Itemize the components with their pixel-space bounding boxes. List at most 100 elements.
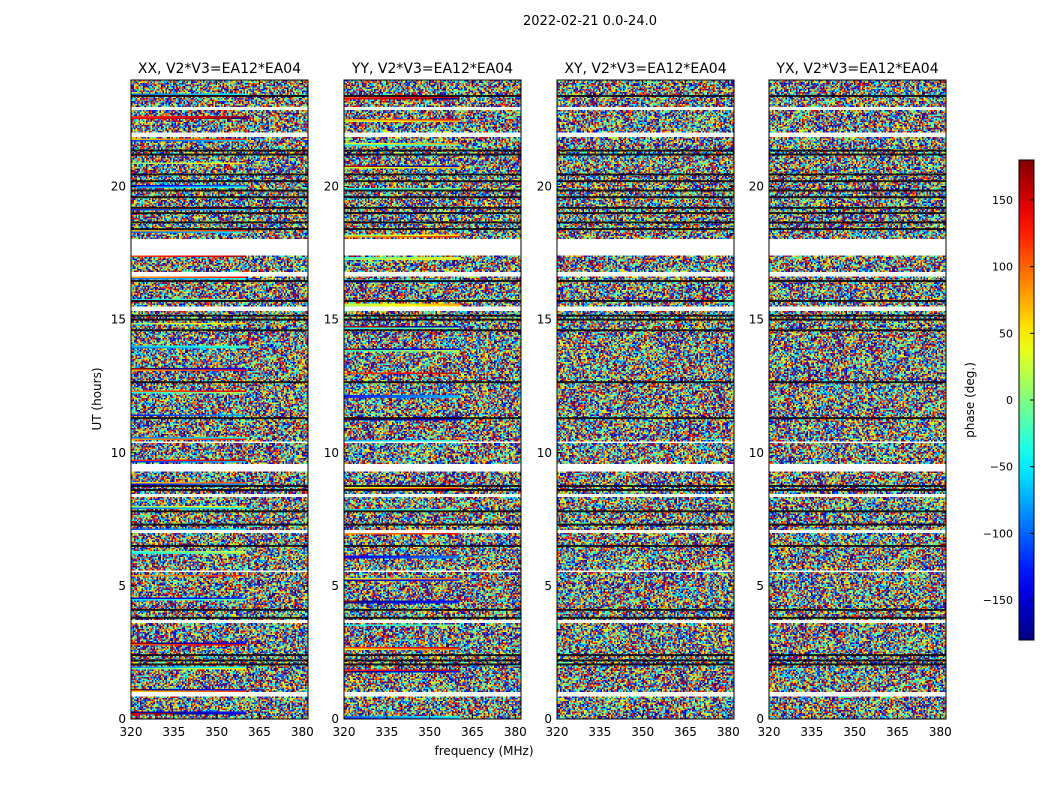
- dark-band: [557, 654, 734, 657]
- dark-band: [131, 510, 308, 513]
- dark-band: [769, 485, 946, 488]
- dark-band: [344, 153, 521, 156]
- dark-band: [344, 659, 521, 662]
- dark-band: [769, 510, 946, 513]
- dark-band: [557, 659, 734, 662]
- x-tick-label: 335: [375, 725, 398, 739]
- dark-band: [131, 417, 308, 420]
- y-tick-label: 10: [111, 446, 126, 460]
- dark-band: [131, 659, 308, 662]
- panel-xx: XX, V2*V3=EA12*EA04 320 335 350 365 380 0 5 10 15…: [111, 61, 314, 739]
- dark-band: [557, 489, 734, 492]
- x-tick-label: 320: [546, 725, 569, 739]
- dark-band: [131, 663, 308, 666]
- dark-band: [131, 280, 308, 283]
- dark-band: [769, 314, 946, 317]
- y-tick-label: 0: [331, 712, 339, 726]
- dark-band: [557, 212, 734, 215]
- dark-band: [344, 299, 521, 302]
- x-tick-label: 350: [843, 725, 866, 739]
- dark-band: [557, 280, 734, 283]
- y-tick-label: 20: [749, 180, 764, 194]
- dark-band: [344, 280, 521, 283]
- phase-heatmap: [344, 80, 521, 719]
- panel-frame: [130, 79, 309, 720]
- y-tick-label: 15: [749, 313, 764, 327]
- dark-band: [769, 616, 946, 619]
- dark-band: [344, 196, 521, 199]
- dark-band: [344, 329, 521, 332]
- figure-title: 2022-02-21 0.0-24.0: [523, 14, 657, 29]
- dark-band: [344, 510, 521, 513]
- dark-band: [131, 485, 308, 488]
- y-tick-label: 5: [756, 579, 764, 593]
- x-tick-label: 335: [800, 725, 823, 739]
- dark-band: [557, 221, 734, 224]
- x-tick-label: 365: [886, 725, 909, 739]
- dark-band: [557, 616, 734, 619]
- dark-band: [557, 523, 734, 526]
- x-tick-label: 320: [758, 725, 781, 739]
- y-tick-label: 15: [537, 313, 552, 327]
- dark-band: [769, 221, 946, 224]
- dark-band: [131, 212, 308, 215]
- colorbar-tick-label: 150: [992, 194, 1013, 207]
- dark-band: [557, 663, 734, 666]
- colorbar-tick-label: −100: [983, 527, 1013, 540]
- y-tick-label: 20: [324, 180, 339, 194]
- dark-band: [344, 173, 521, 176]
- panel-title: XY, V2*V3=EA12*EA04: [564, 61, 726, 77]
- dark-band: [131, 149, 308, 152]
- dark-band: [131, 608, 308, 611]
- x-tick-label: 320: [120, 725, 143, 739]
- panel-xy: XY, V2*V3=EA12*EA04 320 335 350 365 380 0 5 10 15…: [537, 61, 740, 739]
- dark-band: [131, 523, 308, 526]
- x-tick-label: 350: [631, 725, 654, 739]
- x-tick-label: 365: [248, 725, 271, 739]
- y-tick-label: 0: [118, 712, 126, 726]
- dark-band: [769, 180, 946, 183]
- dark-band: [344, 206, 521, 209]
- dark-band: [131, 180, 308, 183]
- dark-band: [557, 173, 734, 176]
- dark-band: [131, 381, 308, 384]
- dark-band: [344, 314, 521, 317]
- dark-band: [769, 299, 946, 302]
- x-tick-label: 350: [418, 725, 441, 739]
- dark-band: [557, 149, 734, 152]
- dark-band: [344, 608, 521, 611]
- dark-band: [769, 381, 946, 384]
- x-tick-label: 380: [929, 725, 952, 739]
- dark-band: [557, 314, 734, 317]
- dark-band: [769, 228, 946, 231]
- dark-band: [769, 206, 946, 209]
- dark-band: [344, 180, 521, 183]
- panel-frame: [768, 79, 947, 720]
- phase-heatmap: [557, 80, 734, 719]
- x-tick-label: 365: [674, 725, 697, 739]
- dark-band: [344, 189, 521, 192]
- dark-band: [344, 489, 521, 492]
- dark-band: [557, 329, 734, 332]
- dark-band: [557, 485, 734, 488]
- colorbar-tick-label: 50: [999, 327, 1013, 340]
- dark-band: [769, 196, 946, 199]
- y-tick-label: 10: [537, 446, 552, 460]
- phase-heatmap: [131, 80, 308, 719]
- x-tick-label: 335: [588, 725, 611, 739]
- y-tick-label: 0: [544, 712, 552, 726]
- dark-band: [557, 228, 734, 231]
- y-tick-label: 5: [544, 579, 552, 593]
- dark-band: [131, 94, 308, 97]
- panel-frame: [556, 79, 735, 720]
- dark-band: [557, 417, 734, 420]
- dark-band: [344, 228, 521, 231]
- x-tick-label: 380: [717, 725, 740, 739]
- dark-band: [769, 608, 946, 611]
- dark-band: [557, 510, 734, 513]
- dark-band: [557, 153, 734, 156]
- dark-band: [769, 329, 946, 332]
- dark-band: [557, 189, 734, 192]
- dark-band: [769, 318, 946, 321]
- colorbar-label: phase (deg.): [963, 362, 977, 438]
